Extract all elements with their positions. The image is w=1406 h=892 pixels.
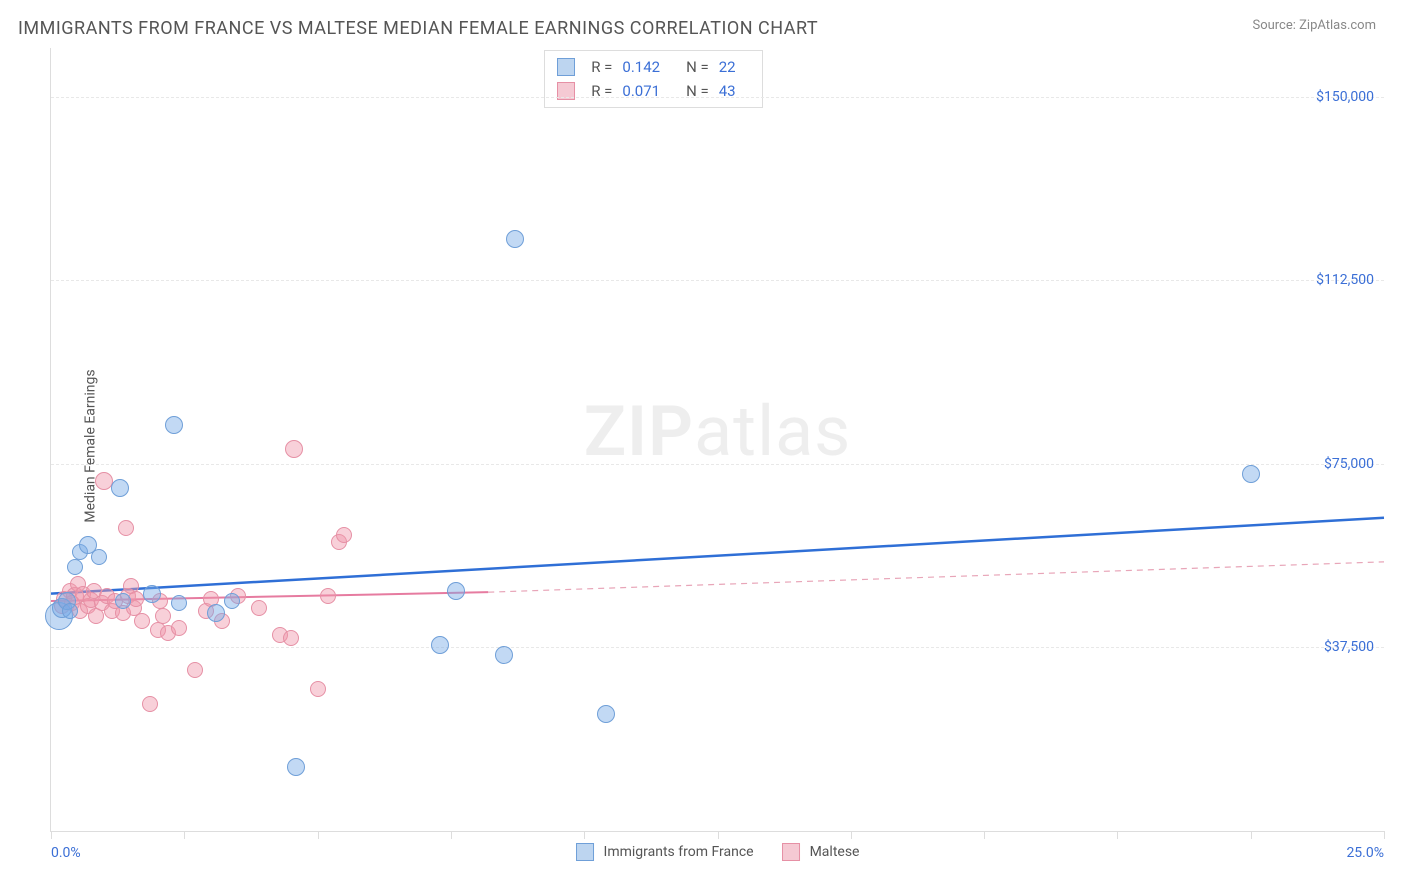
data-point [447, 582, 465, 600]
data-point [336, 527, 352, 543]
data-point [171, 595, 187, 611]
data-point [431, 636, 449, 654]
stat-n-value-0: 22 [719, 55, 736, 79]
stats-row-series-1: R = 0.071 N = 43 [557, 79, 749, 103]
x-tick [1117, 831, 1118, 839]
gridline [51, 280, 1384, 281]
data-point [1242, 465, 1260, 483]
stat-r-value-0: 0.142 [622, 55, 660, 79]
data-point [118, 520, 134, 536]
legend-swatch-series-1 [782, 843, 800, 861]
data-point [67, 559, 83, 575]
x-tick [851, 831, 852, 839]
data-point [506, 230, 524, 248]
data-point [495, 646, 513, 664]
data-point [287, 758, 305, 776]
x-tick [318, 831, 319, 839]
y-tick-label: $112,500 [1316, 272, 1374, 288]
data-point [62, 603, 78, 619]
legend-label-series-1: Maltese [810, 844, 860, 860]
x-tick [984, 831, 985, 839]
data-point [134, 613, 150, 629]
stat-n-value-1: 43 [719, 79, 736, 103]
stat-r-label-1: R = [591, 79, 612, 103]
stat-r-value-1: 0.071 [622, 79, 660, 103]
x-tick [584, 831, 585, 839]
data-point [143, 585, 161, 603]
x-tick [1251, 831, 1252, 839]
stat-n-label-0: N = [686, 55, 709, 79]
data-point [597, 705, 615, 723]
y-tick-label: $150,000 [1316, 89, 1374, 105]
x-tick [51, 831, 52, 839]
stats-legend-box: R = 0.142 N = 22 R = 0.071 N = 43 [544, 50, 762, 108]
x-tick [184, 831, 185, 839]
legend-item-series-0: Immigrants from France [576, 843, 754, 861]
data-point [155, 608, 171, 624]
data-point [111, 479, 129, 497]
stats-row-series-0: R = 0.142 N = 22 [557, 55, 749, 79]
x-axis-min-label: 0.0% [51, 845, 81, 861]
data-point [115, 593, 131, 609]
source-attribution: Source: ZipAtlas.com [1252, 18, 1376, 33]
gridline [51, 97, 1384, 98]
trend-lines [51, 48, 1384, 831]
x-axis-max-label: 25.0% [1346, 845, 1384, 861]
gridline [51, 464, 1384, 465]
data-point [207, 604, 225, 622]
data-point [187, 662, 203, 678]
x-tick [1384, 831, 1385, 839]
swatch-series-0 [557, 58, 575, 76]
y-tick-label: $75,000 [1324, 456, 1374, 472]
data-point [320, 588, 336, 604]
data-point [91, 549, 107, 565]
x-tick [451, 831, 452, 839]
plot-area: ZIPatlas R = 0.142 N = 22 R = 0.071 N = … [50, 48, 1384, 832]
data-point [251, 600, 267, 616]
legend-swatch-series-0 [576, 843, 594, 861]
data-point [283, 630, 299, 646]
stat-r-label-0: R = [591, 55, 612, 79]
bottom-legend: Immigrants from France Maltese [576, 843, 860, 861]
gridline [51, 647, 1384, 648]
x-tick [718, 831, 719, 839]
data-point [165, 416, 183, 434]
data-point [171, 620, 187, 636]
legend-label-series-0: Immigrants from France [604, 844, 754, 860]
stat-n-label-1: N = [686, 79, 709, 103]
data-point [224, 593, 240, 609]
chart-title: IMMIGRANTS FROM FRANCE VS MALTESE MEDIAN… [18, 18, 818, 39]
chart-container: IMMIGRANTS FROM FRANCE VS MALTESE MEDIAN… [0, 0, 1406, 892]
data-point [310, 681, 326, 697]
data-point [142, 696, 158, 712]
data-point [285, 440, 303, 458]
y-tick-label: $37,500 [1324, 639, 1374, 655]
legend-item-series-1: Maltese [782, 843, 860, 861]
